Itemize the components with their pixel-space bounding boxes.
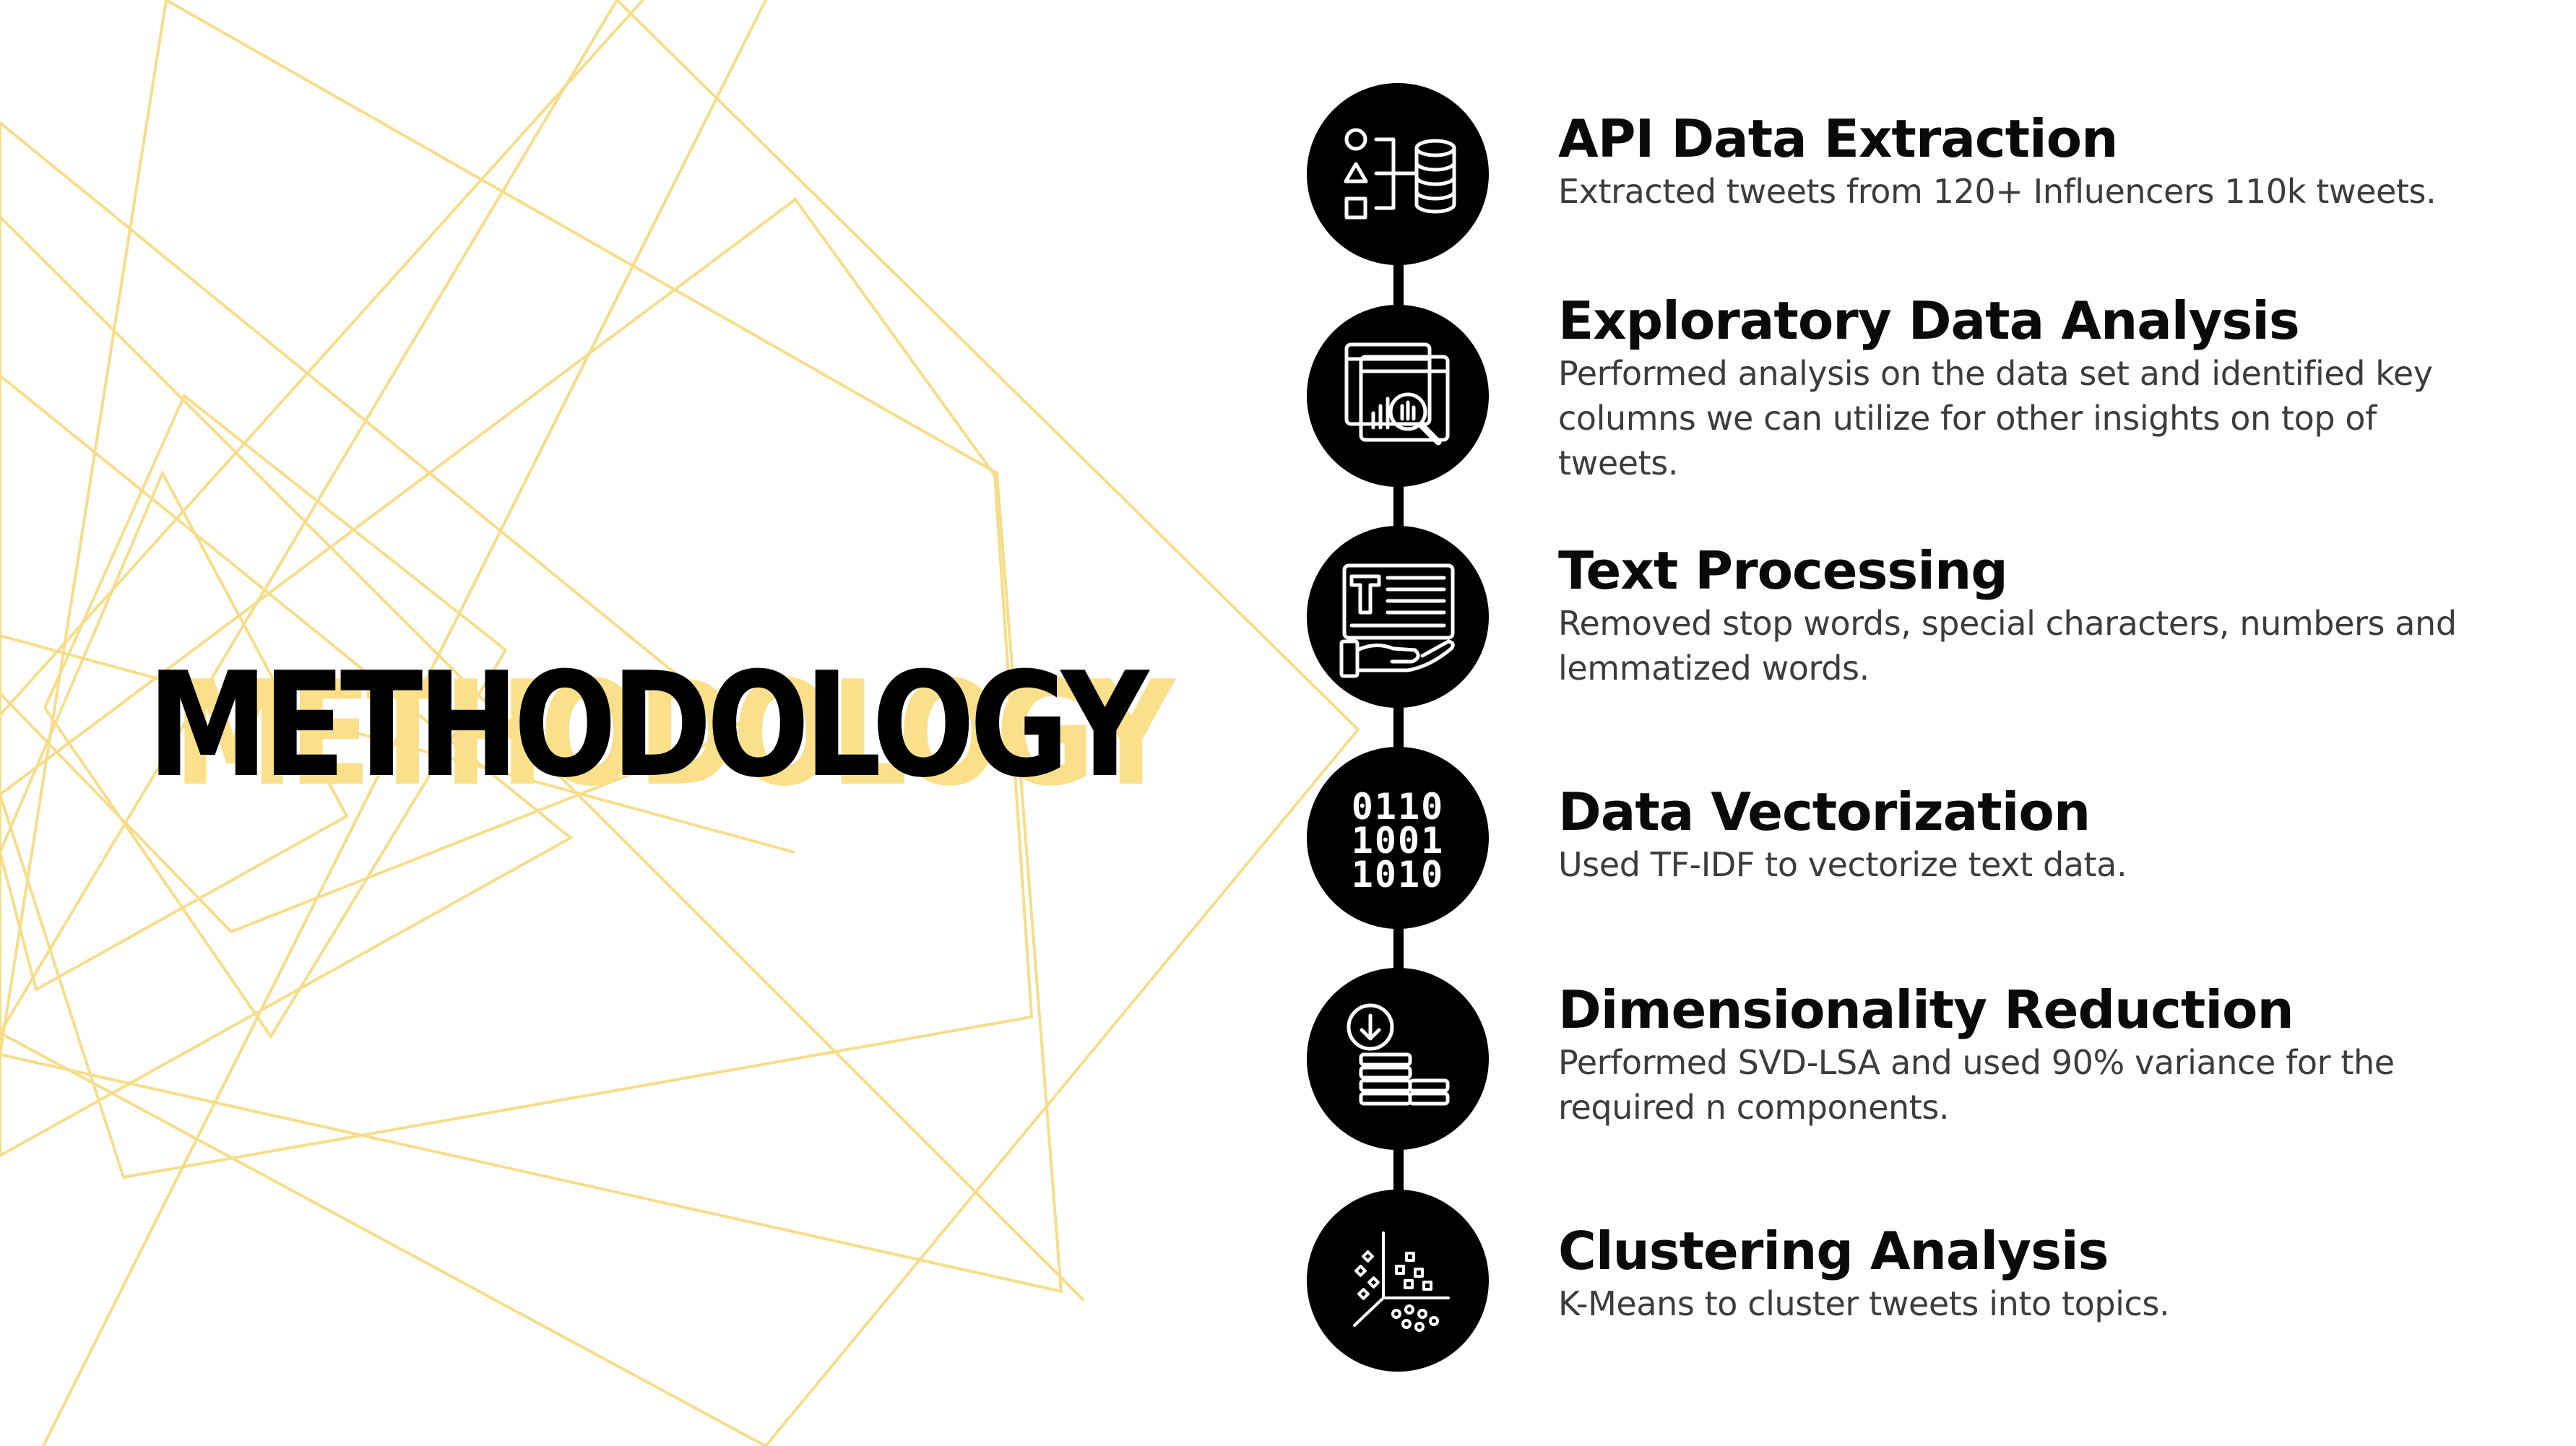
title-shadow: METHODOLOGY — [173, 650, 1175, 818]
step-title: Data Vectorization — [1558, 782, 2091, 842]
title-block: METHODOLOGY METHODOLOGY — [147, 639, 1175, 818]
text-in-hand-icon — [1307, 526, 1489, 708]
step-title: Text Processing — [1558, 540, 2008, 601]
step-text-processing: Text Processing Removed stop words, spec… — [1558, 540, 2555, 690]
step-description: Performed analysis on the data set and i… — [1558, 354, 2433, 482]
step-description: Used TF-IDF to vectorize text data. — [1558, 845, 2127, 884]
step-description: Performed SVD-LSA and used 90% variance … — [1558, 1043, 2395, 1127]
step-data-vectorization: Data Vectorization Used TF-IDF to vector… — [1558, 782, 2555, 887]
step-title: API Data Extraction — [1558, 108, 2118, 169]
step-title: Clustering Analysis — [1558, 1221, 2109, 1281]
binary-code-icon: 0110 1001 1010 — [1307, 747, 1489, 929]
svg-text:1001: 1001 — [1352, 820, 1444, 862]
step-title: Dimensionality Reduction — [1558, 979, 2294, 1040]
svg-text:0110: 0110 — [1352, 786, 1444, 828]
dashboard-magnifier-icon — [1307, 305, 1489, 487]
svg-text:1010: 1010 — [1352, 854, 1444, 896]
step-title: Exploratory Data Analysis — [1558, 290, 2300, 351]
step-description: Extracted tweets from 120+ Influencers 1… — [1558, 172, 2437, 211]
data-sources-database-icon — [1307, 83, 1489, 265]
step-dimensionality-reduction: Dimensionality Reduction Performed SVD-L… — [1558, 979, 2555, 1130]
stacked-layers-download-icon — [1307, 968, 1489, 1150]
scatter-cluster-icon — [1307, 1190, 1489, 1372]
page-title: METHODOLOGY — [147, 641, 1149, 810]
step-clustering-analysis: Clustering Analysis K-Means to cluster t… — [1558, 1221, 2555, 1326]
step-api-data-extraction: API Data Extraction Extracted tweets fro… — [1558, 108, 2555, 214]
step-description: K-Means to cluster tweets into topics. — [1558, 1284, 2170, 1323]
step-exploratory-data-analysis: Exploratory Data Analysis Performed anal… — [1558, 290, 2555, 485]
step-description: Removed stop words, special characters, … — [1558, 604, 2457, 688]
